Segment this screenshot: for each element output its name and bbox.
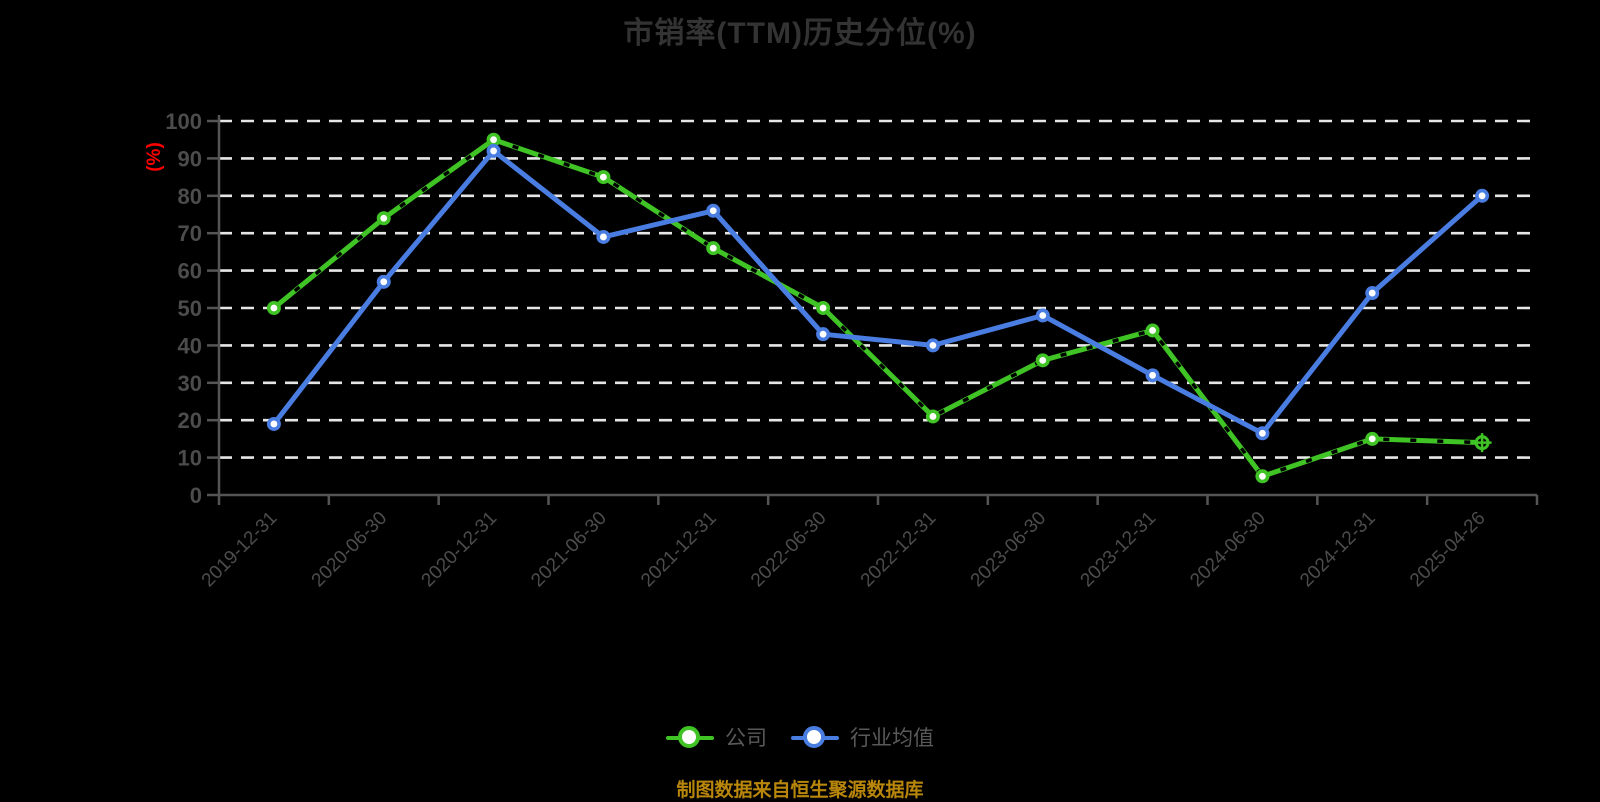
company-data-point[interactable] [596, 170, 611, 185]
industry-average-data-point[interactable] [266, 416, 281, 431]
y-axis-label: 50 [178, 296, 202, 321]
company-data-point[interactable] [706, 241, 721, 256]
industry-average-line[interactable] [271, 148, 1485, 436]
x-axis-label: 2019-12-31 [198, 508, 282, 592]
series-industry-average[interactable] [266, 143, 1490, 441]
y-axis-label: 0 [190, 483, 202, 508]
industry-average-data-point[interactable] [376, 274, 391, 289]
y-axis-label: 40 [178, 333, 202, 358]
industry-average-data-point[interactable] [486, 143, 501, 158]
y-axis-label: 10 [178, 446, 202, 471]
line-chart-canvas[interactable]: 0 10 20 30 40 50 60 70 80 90 100 2019-12-31 2020-06-… [0, 0, 1600, 660]
industry-average-circle-icon [803, 725, 825, 748]
company-data-point[interactable] [1035, 353, 1050, 368]
source-note: 制图数据来自恒生聚源数据库 [676, 780, 924, 801]
industry-average-data-point[interactable] [1255, 426, 1270, 441]
company-dash-overlay [272, 137, 1483, 479]
y-axis-label: 100 [165, 109, 202, 134]
company-data-point[interactable] [266, 300, 281, 315]
x-axis-label: 2021-12-31 [637, 508, 721, 592]
company-legend-marker [666, 725, 714, 749]
y-axis-label: 30 [178, 371, 202, 396]
x-axis-label: 2024-12-31 [1296, 508, 1380, 592]
company-data-point[interactable] [1365, 431, 1380, 446]
industry-average-legend-marker [791, 725, 839, 749]
chart-title: 市销率(TTM)历史分位(%) [623, 17, 977, 50]
company-data-point[interactable] [925, 409, 940, 424]
industry-average-data-point[interactable] [1035, 308, 1050, 323]
legend-item-industry-average[interactable]: 行业均值 [791, 722, 934, 752]
x-axis-label: 2023-12-31 [1077, 508, 1161, 592]
industry-average-data-point[interactable] [816, 327, 831, 342]
industry-average-data-point[interactable] [1145, 368, 1160, 383]
x-axis-label: 2025-04-26 [1406, 508, 1490, 592]
legend-label-industry-average: 行业均值 [850, 727, 934, 750]
x-axis-label: 2020-12-31 [418, 508, 502, 592]
x-axis-label: 2022-12-31 [857, 508, 941, 592]
y-axis-label: 20 [178, 408, 202, 433]
company-data-point[interactable] [1255, 469, 1270, 484]
industry-average-data-point[interactable] [596, 229, 611, 244]
y-axis-label: 60 [178, 259, 202, 284]
company-data-point[interactable] [816, 300, 831, 315]
company-data-point[interactable] [486, 132, 501, 147]
x-axis-label: 2022-06-30 [747, 508, 831, 592]
industry-average-data-point[interactable] [1365, 286, 1380, 301]
industry-average-data-point[interactable] [1475, 188, 1490, 203]
y-axis-label: 90 [178, 146, 202, 171]
y-axis-label: 80 [178, 184, 202, 209]
x-axis-label: 2021-06-30 [527, 508, 611, 592]
y-axis-label: 70 [178, 221, 202, 246]
x-axis-label: 2024-06-30 [1186, 508, 1270, 592]
company-data-point[interactable] [376, 211, 391, 226]
x-axis-label: 2023-06-30 [967, 508, 1051, 592]
x-axis-label: 2020-06-30 [308, 508, 392, 592]
industry-average-data-point[interactable] [706, 203, 721, 218]
chart-legend: 公司 行业均值 [0, 722, 1600, 752]
legend-label-company: 公司 [725, 727, 767, 750]
industry-average-data-point[interactable] [925, 338, 940, 353]
company-data-point[interactable] [1145, 323, 1160, 338]
legend-item-company[interactable]: 公司 [666, 722, 767, 752]
company-circle-icon [678, 725, 700, 748]
series-company[interactable] [266, 132, 1492, 484]
